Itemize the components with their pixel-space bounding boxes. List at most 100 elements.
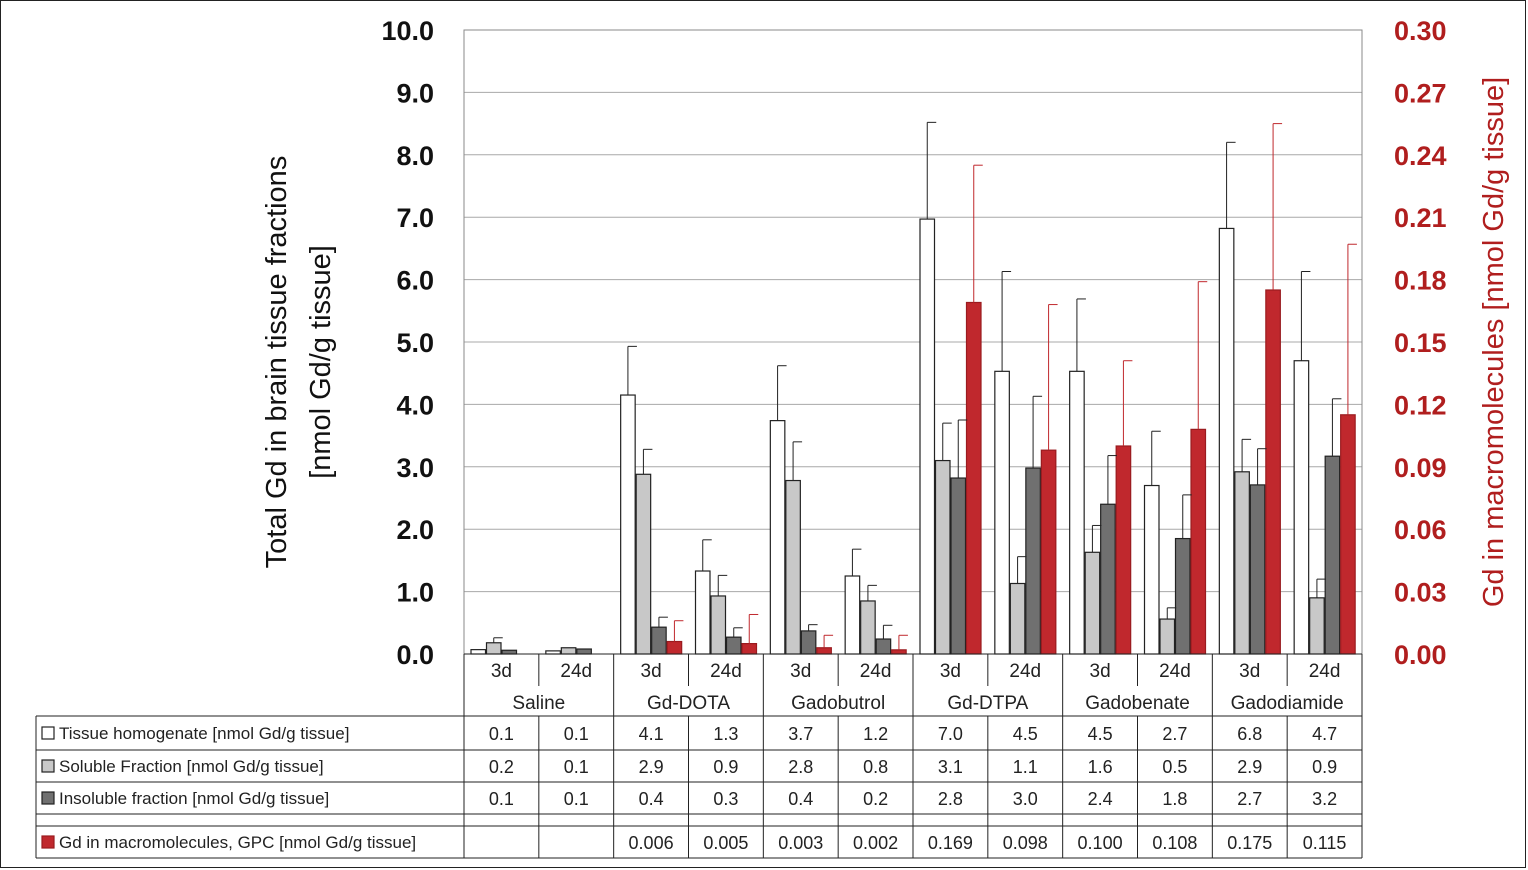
bar [1249,484,1266,655]
table-cell: 0.4 [788,789,813,809]
y-tick-label: 1.0 [396,578,434,608]
table-cell: 4.5 [1013,724,1038,744]
table-cell: 2.8 [938,789,963,809]
table-cell: 0.9 [1312,757,1337,777]
category-label: 24d [560,661,592,682]
table-cell: 0.1 [489,789,514,809]
table-cell: 3.2 [1312,789,1337,809]
bar [470,649,487,655]
bar [651,626,667,655]
table-cell: 0.5 [1162,757,1187,777]
bar [1143,484,1160,655]
table-cell: 0.002 [853,833,898,853]
bar [1190,428,1207,655]
bar [725,636,742,655]
category-label: 3d [790,661,811,682]
row-label: Soluble Fraction [nmol Gd/g tissue] [59,757,324,776]
y2-tick-label: 0.09 [1394,453,1447,483]
table-cell: 0.005 [703,833,748,853]
error-bars [493,121,1357,650]
table-cell: 0.003 [778,833,823,853]
table-cell: 2.8 [788,757,813,777]
table-cell: 2.9 [1237,757,1262,777]
y-tick-label: 6.0 [396,266,434,296]
bar [950,477,967,655]
table-cell: 0.1 [564,757,589,777]
table-cell: 0.169 [928,833,973,853]
axes: 0.0 1.0 2.0 3.0 4.0 5.0 6.0 7.0 8.0 9.0 10.0 0.00 0.… [381,16,1446,670]
bar [485,642,502,655]
table-cell: 1.3 [713,724,738,744]
table-cell: 0.100 [1078,833,1123,853]
bar [934,459,951,655]
bar [620,394,636,655]
category-label: 3d [641,661,662,682]
group-label: Gadodiamide [1231,693,1344,714]
bar [694,570,711,655]
group-label: Gd-DOTA [647,693,730,714]
bar [769,420,786,655]
row-label: Tissue homogenate [nmol Gd/g tissue] [59,724,349,743]
bar [666,640,683,655]
table-cell: 1.1 [1013,757,1038,777]
y-tick-label: 0.0 [396,640,434,670]
y-axis-title-line2: [nmol Gd/g tissue] [305,245,337,479]
bar [965,301,982,655]
bar [844,575,861,655]
y2-tick-label: 0.18 [1394,266,1447,296]
group-label: Gadobutrol [791,693,885,714]
y2-tick-label: 0.03 [1394,578,1447,608]
table-cell: 0.1 [564,789,589,809]
table-cell: 0.3 [713,789,738,809]
category-label: 24d [1159,661,1191,682]
table-cell: 3.0 [1013,789,1038,809]
table-cell: 2.7 [1162,724,1187,744]
bar [1040,449,1057,655]
y2-axis-title: Gd in macromolecules [nmol Gd/g tissue] [1478,77,1510,607]
table-cell: 0.9 [713,757,738,777]
category-label: 24d [1009,661,1041,682]
bar [635,473,652,655]
bar [710,595,727,655]
bar [875,638,892,655]
bar [1309,597,1325,655]
table-cell: 1.6 [1088,757,1113,777]
table-cell: 6.8 [1237,724,1262,744]
table-cell: 0.2 [863,789,888,809]
group-label: Saline [512,693,565,714]
y-tick-label: 8.0 [396,141,434,171]
y-axis-title-line1: Total Gd in brain tissue fractions [261,156,293,569]
bar [1324,455,1341,655]
bar [1115,445,1132,655]
table-cell: 4.7 [1312,724,1337,744]
category-label: 24d [1309,661,1341,682]
category-label: 24d [710,661,742,682]
table-cell: 2.9 [639,757,664,777]
table-cell: 1.2 [863,724,888,744]
y-tick-label: 3.0 [396,453,434,483]
table-cell: 0.1 [489,724,514,744]
y2-tick-label: 0.15 [1394,328,1447,358]
category-label: 3d [940,661,961,682]
bar [1265,289,1281,655]
table-cell: 0.098 [1003,833,1048,853]
bar [994,370,1010,655]
y-tick-label: 7.0 [396,203,434,233]
bar [1100,503,1116,655]
table-cell: 0.006 [629,833,674,853]
y-tick-label: 5.0 [396,328,434,358]
table-cell: 3.1 [938,757,963,777]
y2-tick-label: 0.06 [1394,515,1447,545]
table-cell: 0.108 [1152,833,1197,853]
bar [1174,537,1191,655]
data-table: 3d 24d 3d 24d 3d 24d 3d 24d 3d 24d 3d 24d Saline Gd-D… [35,653,1363,859]
category-label: 3d [1239,661,1260,682]
table-cell: 1.8 [1162,789,1187,809]
legend-key [41,726,55,740]
category-label: 3d [1090,661,1111,682]
legend-key [41,835,55,849]
bar [1293,360,1310,655]
legend-key [41,791,55,805]
y2-tick-label: 0.12 [1394,390,1447,420]
